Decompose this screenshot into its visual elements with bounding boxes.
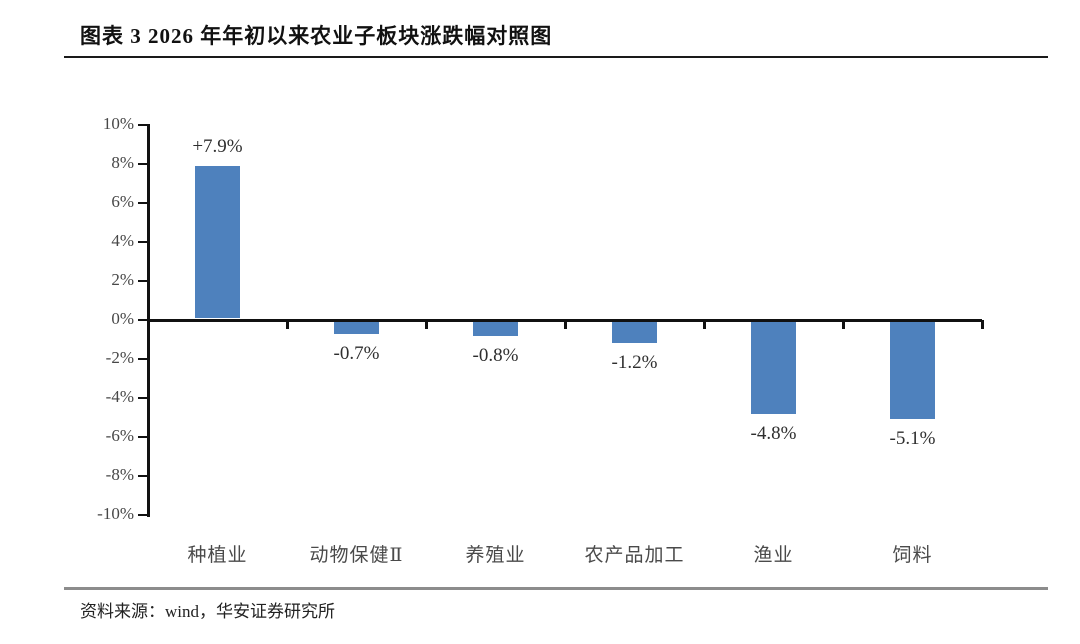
x-tick-mark xyxy=(424,320,428,329)
footer-divider xyxy=(64,587,1048,590)
bar-value-label: +7.9% xyxy=(192,135,243,157)
y-tick-mark xyxy=(138,514,147,516)
x-category-label: 养殖业 xyxy=(465,545,526,566)
bar-value-label: -4.8% xyxy=(750,422,797,444)
x-tick-mark xyxy=(841,320,845,329)
y-tick-mark xyxy=(138,202,147,204)
bar-value-label: -0.8% xyxy=(472,344,519,366)
y-tick-mark xyxy=(138,163,147,165)
y-tick-label: -6% xyxy=(105,426,134,445)
chart-title: 图表 3 2026 年年初以来农业子板块涨跌幅对照图 xyxy=(80,24,553,48)
x-tick-mark xyxy=(702,320,706,329)
x-category-label: 农产品加工 xyxy=(584,545,685,566)
x-tick-mark xyxy=(980,320,984,329)
y-tick-label: -4% xyxy=(105,387,134,406)
y-tick-label: 0% xyxy=(111,309,134,328)
bar-value-label: -0.7% xyxy=(333,342,380,364)
source-note: 资料来源：wind，华安证券研究所 xyxy=(80,602,335,621)
chart-bar xyxy=(890,321,935,420)
x-category-label: 动物保健Ⅱ xyxy=(309,545,404,566)
y-tick-label: 10% xyxy=(102,114,134,133)
y-tick-mark xyxy=(138,124,147,126)
chart-bar xyxy=(473,321,518,336)
y-tick-label: -2% xyxy=(105,348,134,367)
x-category-label: 渔业 xyxy=(753,545,794,566)
chart-bar xyxy=(334,321,379,334)
y-tick-label: -10% xyxy=(97,504,134,523)
bar-value-label: -1.2% xyxy=(611,352,658,374)
x-tick-mark xyxy=(563,320,567,329)
y-tick-mark xyxy=(138,319,147,321)
y-tick-mark xyxy=(138,475,147,477)
y-tick-label: 8% xyxy=(111,153,134,172)
bar-value-label: -5.1% xyxy=(889,428,936,450)
x-tick-mark xyxy=(285,320,289,329)
y-tick-mark xyxy=(138,436,147,438)
y-tick-mark xyxy=(138,358,147,360)
chart-bar xyxy=(612,321,657,344)
y-tick-label: 6% xyxy=(111,192,134,211)
chart-bar xyxy=(751,321,796,414)
x-category-label: 饲料 xyxy=(892,545,933,566)
title-divider xyxy=(64,56,1048,58)
chart-bar xyxy=(195,165,240,319)
y-tick-label: 2% xyxy=(111,270,134,289)
y-tick-mark xyxy=(138,280,147,282)
y-tick-mark xyxy=(138,241,147,243)
y-tick-label: -8% xyxy=(105,465,134,484)
x-category-label: 种植业 xyxy=(187,545,248,566)
y-tick-label: 4% xyxy=(111,231,134,250)
y-tick-mark xyxy=(138,397,147,399)
